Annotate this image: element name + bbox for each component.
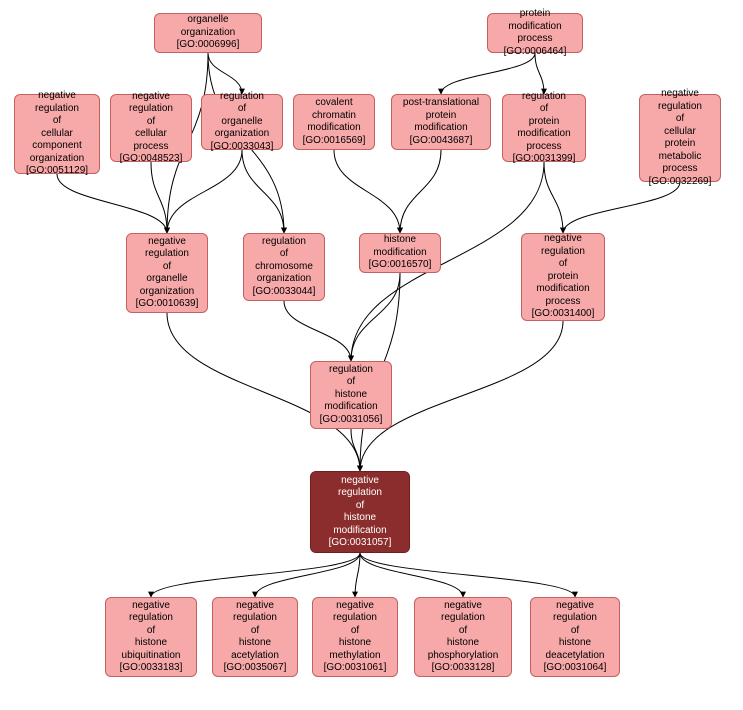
edge: [400, 150, 441, 233]
go-term-node[interactable]: negativeregulationofcellularcomponentorg…: [14, 94, 100, 174]
go-term-node[interactable]: regulationofchromosomeorganization[GO:00…: [243, 233, 325, 301]
go-term-node[interactable]: negativeregulationofproteinmodificationp…: [521, 233, 605, 321]
go-term-node[interactable]: negativeregulationofhistonemethylation[G…: [312, 597, 398, 677]
go-term-node[interactable]: post-translationalproteinmodification[GO…: [391, 94, 491, 150]
edge: [360, 553, 575, 597]
edge: [151, 553, 360, 597]
go-term-node[interactable]: negativeregulationofhistoneubiquitinatio…: [105, 597, 197, 677]
go-term-node[interactable]: negativeregulationofcellularproteinmetab…: [639, 94, 721, 182]
edge: [351, 273, 400, 361]
edge: [334, 150, 400, 233]
go-term-node[interactable]: histonemodification[GO:0016570]: [359, 233, 441, 273]
edge: [242, 150, 284, 233]
go-term-node[interactable]: negativeregulationofhistonemodification[…: [310, 471, 410, 553]
go-term-node[interactable]: regulationofhistonemodification[GO:00310…: [310, 361, 392, 429]
edge: [284, 301, 351, 361]
go-term-node[interactable]: covalentchromatinmodification[GO:0016569…: [293, 94, 375, 150]
edge: [355, 553, 360, 597]
go-term-node[interactable]: negativeregulationofhistonedeacetylation…: [530, 597, 620, 677]
go-term-node[interactable]: regulationofproteinmodificationprocess[G…: [502, 94, 586, 162]
edge: [441, 53, 535, 94]
edge: [535, 53, 544, 94]
edge: [563, 182, 680, 233]
edge: [208, 53, 242, 94]
go-term-node[interactable]: organelleorganization[GO:0006996]: [154, 13, 262, 53]
go-term-node[interactable]: proteinmodificationprocess[GO:0006464]: [487, 13, 583, 53]
edge: [360, 553, 463, 597]
go-term-node[interactable]: negativeregulationofhistoneacetylation[G…: [212, 597, 298, 677]
go-term-node[interactable]: negativeregulationofhistonephosphorylati…: [414, 597, 512, 677]
go-term-node[interactable]: regulationoforganelleorganization[GO:003…: [201, 94, 283, 150]
edge: [544, 162, 563, 233]
edge: [255, 553, 360, 597]
edge: [351, 429, 360, 471]
go-term-node[interactable]: negativeregulationoforganelleorganizatio…: [126, 233, 208, 313]
go-term-node[interactable]: negativeregulationofcellularprocess[GO:0…: [110, 94, 192, 162]
edge: [57, 174, 167, 233]
edge: [151, 162, 167, 233]
